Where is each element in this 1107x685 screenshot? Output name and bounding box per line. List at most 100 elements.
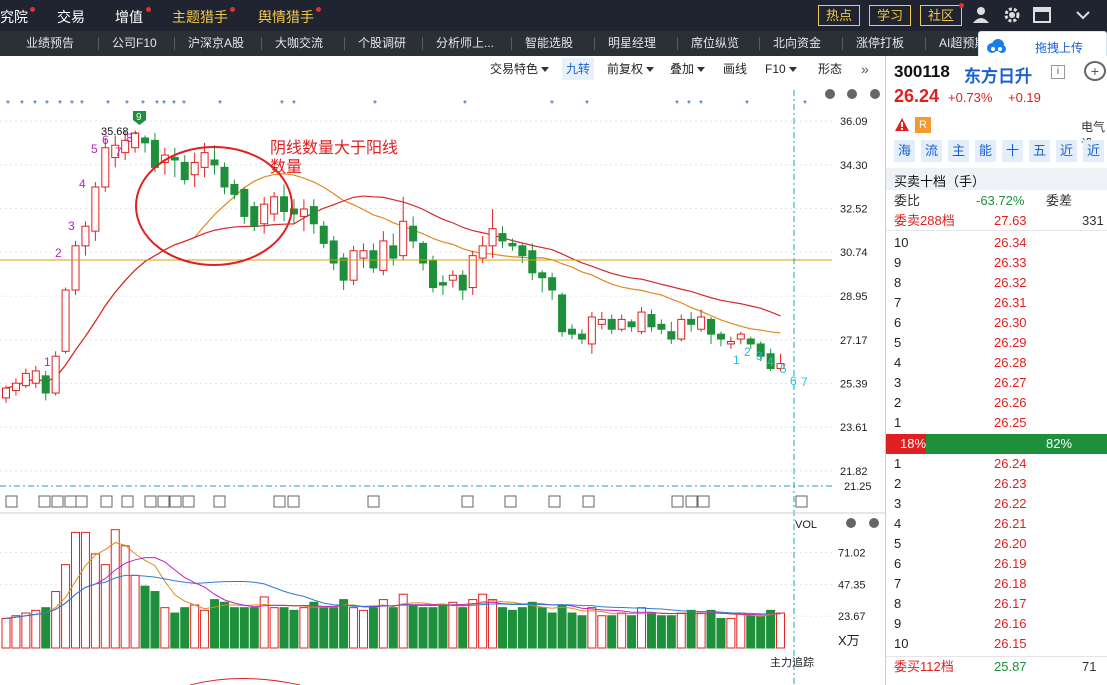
ratio-sell-fill — [886, 434, 926, 454]
event-badge — [582, 495, 595, 508]
nav-item-value-added[interactable]: 增值 — [115, 9, 143, 25]
buy-level-row[interactable]: 6 26.19 — [886, 554, 1107, 574]
buy-level-row[interactable]: 8 26.17 — [886, 594, 1107, 614]
risk-badge[interactable]: R — [915, 117, 931, 133]
expand-panel-icon[interactable]: » — [861, 61, 869, 77]
sell-level-row[interactable]: 1 26.25 — [886, 413, 1107, 433]
user-icon[interactable] — [972, 6, 990, 24]
window-icon[interactable] — [1033, 6, 1051, 24]
buy-level-row[interactable]: 3 26.22 — [886, 494, 1107, 514]
f10-dropdown[interactable]: F10 — [765, 58, 797, 80]
trade-feature-dropdown[interactable]: 交易特色 — [490, 58, 550, 80]
quote-func-tab[interactable]: 近 — [1056, 140, 1077, 162]
partial-curve — [189, 678, 301, 685]
volume-bar — [597, 615, 607, 649]
info-icon[interactable]: i — [1051, 65, 1065, 79]
volume-bar — [210, 599, 220, 649]
quote-func-tab[interactable]: 流 — [921, 140, 942, 162]
nine-turn-button[interactable]: 九转 — [562, 58, 595, 80]
secnav-item[interactable]: 分析师上... — [436, 36, 495, 50]
sell-level-row[interactable]: 6 26.30 — [886, 313, 1107, 333]
secnav-item[interactable]: 席位纵览 — [691, 36, 740, 50]
buy-level-row[interactable]: 7 26.18 — [886, 574, 1107, 594]
secnav-item[interactable]: 公司F10 — [112, 36, 157, 50]
quote-func-tab[interactable]: 能 — [975, 140, 996, 162]
sell-level-row[interactable]: 8 26.32 — [886, 273, 1107, 293]
candle — [31, 366, 40, 389]
buy-level-row[interactable]: 1 26.24 — [886, 454, 1107, 474]
adjust-dropdown[interactable]: 前复权 — [607, 58, 655, 80]
volume-bar — [408, 604, 418, 649]
candle-body — [31, 370, 40, 384]
volume-bar — [706, 609, 716, 649]
grid-lines — [0, 120, 832, 617]
hot-button[interactable]: 热点 — [818, 5, 860, 26]
warning-icon[interactable] — [894, 117, 910, 132]
buy-level-row[interactable]: 10 26.15 — [886, 634, 1107, 654]
level-number: 5 — [894, 536, 902, 551]
weicha-label: 委差 — [1046, 193, 1073, 208]
quote-func-tab[interactable]: 五 — [1029, 140, 1050, 162]
sell-level-row[interactable]: 5 26.29 — [886, 333, 1107, 353]
pattern-button[interactable]: 形态 — [818, 62, 843, 76]
secnav-item[interactable]: 明星经理 — [608, 36, 657, 50]
candle — [607, 314, 616, 335]
quote-func-tab[interactable]: 十 — [1002, 140, 1023, 162]
sell-level-row[interactable]: 4 26.28 — [886, 353, 1107, 373]
sell-level-row[interactable]: 9 26.33 — [886, 253, 1107, 273]
star-marker: * — [45, 99, 49, 110]
candle — [210, 145, 219, 175]
volume-bar — [666, 615, 676, 649]
secnav-item[interactable]: 沪深京A股 — [188, 36, 245, 50]
volume-ma-line — [5, 542, 781, 619]
secnav-item[interactable]: 涨停打板 — [856, 36, 905, 50]
buy-level-row[interactable]: 5 26.20 — [886, 534, 1107, 554]
secnav-item[interactable]: 大咖交流 — [275, 36, 324, 50]
quote-func-tab[interactable]: 海 — [894, 140, 915, 162]
secnav-item[interactable]: 北向资金 — [773, 36, 822, 50]
divider — [344, 37, 345, 50]
volume-bar — [766, 609, 776, 649]
close-icon — [869, 518, 879, 528]
nav-item-research[interactable]: 究院 — [0, 9, 28, 25]
candle — [776, 353, 785, 371]
nav-item-theme-hunter[interactable]: 主题猎手 — [172, 9, 228, 25]
secnav-item[interactable]: 个股调研 — [358, 36, 407, 50]
level-number: 8 — [894, 596, 902, 611]
chevron-down-icon[interactable] — [1074, 6, 1092, 24]
candle — [101, 137, 110, 192]
add-favorite-icon[interactable]: + — [1084, 61, 1106, 81]
stock-name[interactable]: 东方日升 — [964, 67, 1032, 86]
volume-bar — [736, 612, 746, 649]
settings-icon[interactable] — [1003, 6, 1021, 24]
quote-func-tab[interactable]: 主 — [948, 140, 969, 162]
sell-level-row[interactable]: 10 26.34 — [886, 233, 1107, 253]
candle — [61, 287, 70, 354]
sell-level-row[interactable]: 3 26.27 — [886, 373, 1107, 393]
overlay-dropdown[interactable]: 叠加 — [670, 58, 706, 80]
secnav-item[interactable]: 业绩预告 — [26, 36, 75, 50]
community-button[interactable]: 社区 — [920, 5, 962, 26]
level-number: 7 — [894, 576, 902, 591]
notification-dot — [146, 7, 151, 12]
nine-turn-count: 5 — [780, 362, 787, 376]
star-marker: * — [585, 99, 589, 110]
buy-level-row[interactable]: 4 26.21 — [886, 514, 1107, 534]
volume-bar — [418, 607, 428, 649]
draw-line-button[interactable]: 画线 — [723, 62, 748, 76]
volume-bar — [577, 615, 587, 649]
learn-button[interactable]: 学习 — [869, 5, 911, 26]
candle — [726, 336, 735, 349]
secnav-item[interactable]: AI超预期 — [939, 36, 987, 50]
buy-level-row[interactable]: 2 26.23 — [886, 474, 1107, 494]
nav-item-sentiment-hunter[interactable]: 舆情猎手 — [258, 9, 314, 25]
sell-level-row[interactable]: 7 26.31 — [886, 293, 1107, 313]
kline-chart[interactable]: 阴线数量大于阳线 数量 * * * * * * * * * * * * * * * * * * * * * * * * * *93… — [0, 80, 885, 685]
buy-level-row[interactable]: 9 26.16 — [886, 614, 1107, 634]
nav-item-trade[interactable]: 交易 — [57, 9, 85, 25]
sell-level-row[interactable]: 2 26.26 — [886, 393, 1107, 413]
candle-body — [220, 166, 229, 188]
candle — [736, 331, 745, 344]
quote-func-tab[interactable]: 近 — [1083, 140, 1104, 162]
secnav-item[interactable]: 智能选股 — [525, 36, 574, 50]
